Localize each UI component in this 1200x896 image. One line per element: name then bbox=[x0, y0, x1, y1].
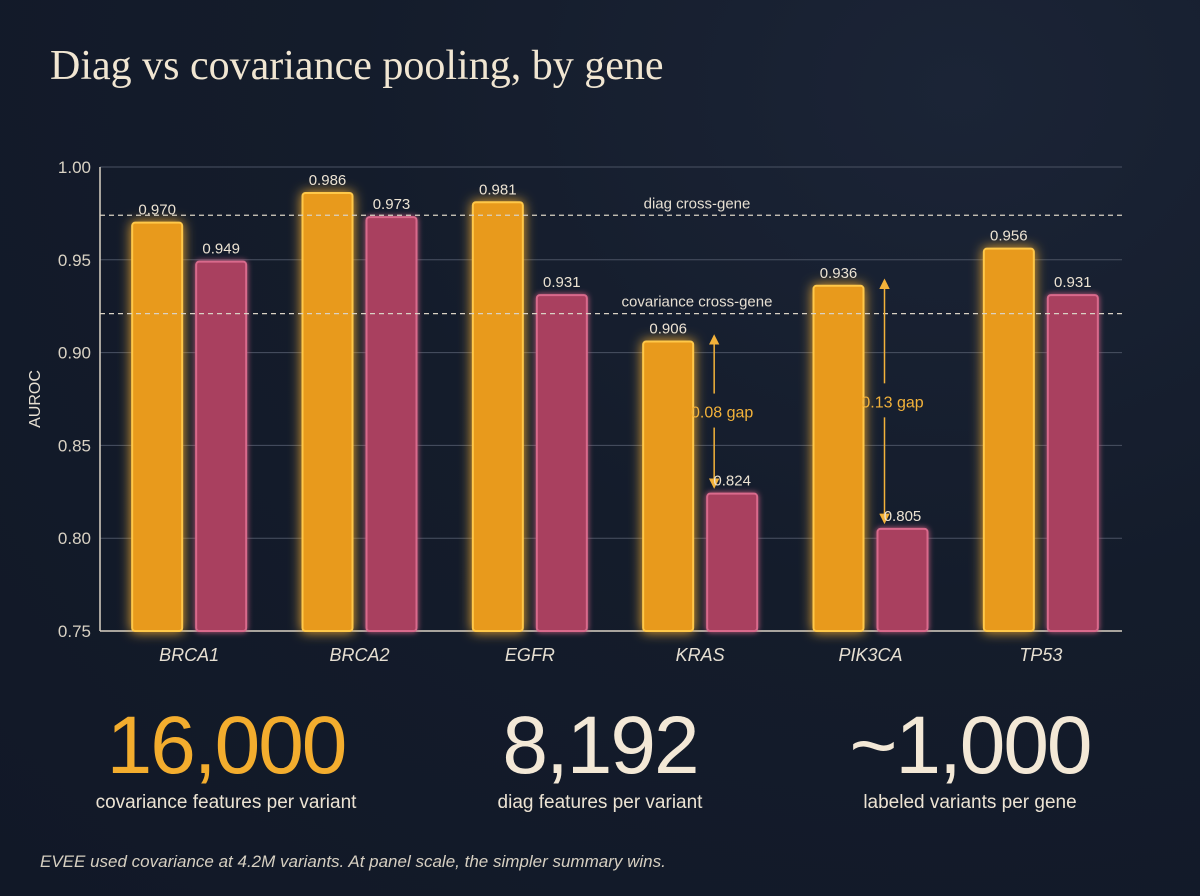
x-tick-label-kras: KRAS bbox=[676, 645, 725, 665]
bar-diag-kras bbox=[642, 340, 695, 632]
y-tick-label: 0.80 bbox=[58, 529, 91, 548]
stat-number: ~1,000 bbox=[849, 700, 1092, 791]
y-tick-label: 0.85 bbox=[58, 436, 91, 455]
reference-line-label: diag cross-gene bbox=[644, 195, 751, 212]
bar-covariance-brca1 bbox=[195, 260, 248, 632]
data-label: 0.931 bbox=[1054, 274, 1092, 291]
stat-diag-features: 8,192 diag features per variant bbox=[450, 700, 750, 814]
y-tick-label: 0.95 bbox=[58, 251, 91, 270]
data-label: 0.986 bbox=[309, 172, 347, 189]
bar-covariance-tp53 bbox=[1046, 294, 1099, 632]
data-label: 0.936 bbox=[820, 265, 858, 282]
stat-covariance-features: 16,000 covariance features per variant bbox=[76, 700, 376, 814]
x-tick-label-brca1: BRCA1 bbox=[159, 645, 219, 665]
gap-annotation-label: 0.08 gap bbox=[691, 405, 753, 422]
x-tick-label-egfr: EGFR bbox=[505, 645, 555, 665]
stat-number: 16,000 bbox=[106, 700, 348, 791]
chart-title: Diag vs covariance pooling, by gene bbox=[50, 43, 664, 89]
y-tick-label: 0.90 bbox=[58, 344, 91, 363]
bar-covariance-kras bbox=[706, 492, 759, 632]
x-tick-label-pik3ca: PIK3CA bbox=[838, 645, 902, 665]
data-label: 0.824 bbox=[713, 473, 751, 490]
data-label: 0.805 bbox=[884, 508, 922, 525]
data-label: 0.973 bbox=[373, 196, 411, 213]
data-label: 0.931 bbox=[543, 274, 581, 291]
bar-diag-tp53 bbox=[982, 247, 1035, 632]
y-tick-label: 1.00 bbox=[58, 158, 91, 177]
bar-covariance-pik3ca bbox=[876, 527, 929, 632]
bar-covariance-brca2 bbox=[365, 216, 418, 632]
bar-diag-egfr bbox=[471, 201, 524, 632]
stat-description: covariance features per variant bbox=[95, 792, 357, 813]
data-label: 0.906 bbox=[649, 320, 687, 337]
bar-chart: 1.00 0.95 0.90 0.85 0.80 0.75 AUROC 0.970 0.949 B… bbox=[27, 158, 1122, 665]
data-label: 0.970 bbox=[138, 202, 176, 219]
bar-diag-pik3ca bbox=[812, 284, 865, 632]
y-tick-label: 0.75 bbox=[58, 622, 91, 641]
footnote: EVEE used covariance at 4.2M variants. A… bbox=[40, 852, 666, 871]
bar-covariance-egfr bbox=[535, 294, 588, 632]
data-label: 0.981 bbox=[479, 181, 517, 198]
reference-line-label: covariance cross-gene bbox=[622, 294, 773, 311]
stat-labeled-variants: ~1,000 labeled variants per gene bbox=[820, 700, 1120, 814]
bar-diag-brca2 bbox=[301, 191, 354, 632]
stat-number: 8,192 bbox=[502, 700, 699, 791]
y-axis-title: AUROC bbox=[27, 370, 44, 428]
x-tick-label-tp53: TP53 bbox=[1019, 645, 1062, 665]
gap-annotation-label: 0.13 gap bbox=[861, 394, 923, 411]
stat-description: diag features per variant bbox=[497, 792, 703, 813]
x-tick-label-brca2: BRCA2 bbox=[329, 645, 389, 665]
data-label: 0.949 bbox=[202, 241, 240, 258]
stat-description: labeled variants per gene bbox=[863, 792, 1077, 813]
data-label: 0.956 bbox=[990, 228, 1028, 245]
bar-diag-brca1 bbox=[131, 221, 184, 632]
